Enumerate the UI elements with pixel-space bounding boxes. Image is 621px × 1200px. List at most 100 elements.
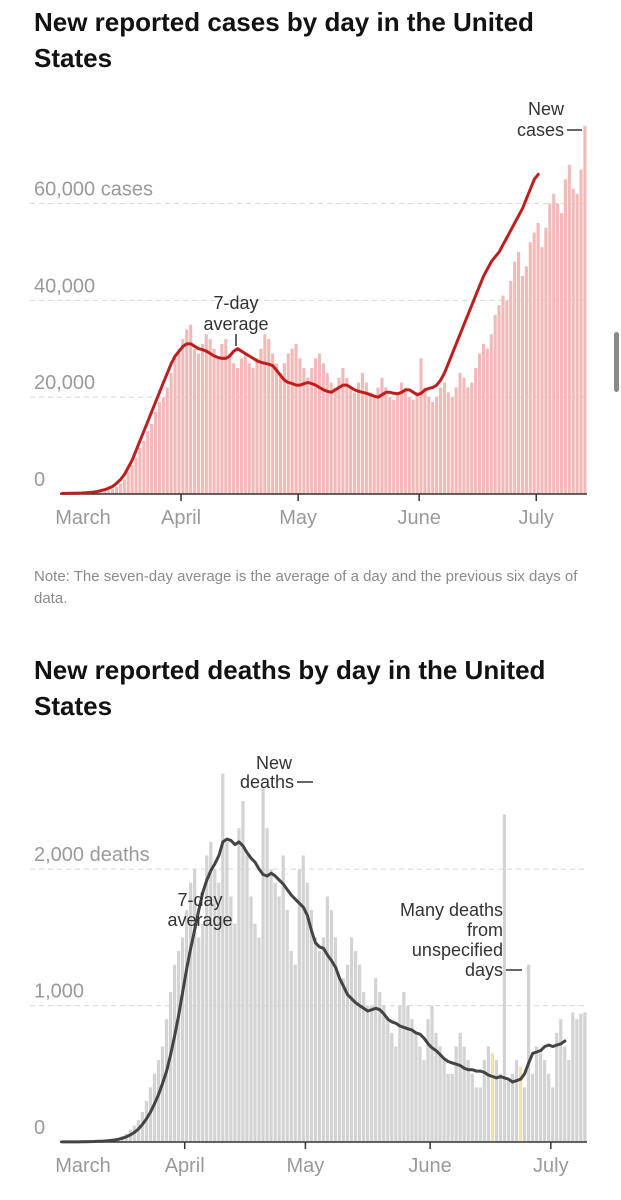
deaths-bar	[281, 855, 285, 1142]
cases-bar	[532, 232, 536, 495]
deaths-bar	[253, 923, 257, 1142]
deaths-bar	[189, 882, 193, 1142]
deaths-bar	[357, 964, 362, 1142]
deaths-bar	[374, 978, 378, 1142]
deaths-bar	[225, 841, 229, 1142]
deaths-bar	[563, 1046, 567, 1142]
deaths-bar	[514, 1060, 519, 1142]
deaths-bar	[249, 896, 253, 1142]
cases-bar	[103, 491, 107, 494]
deaths-bar	[293, 964, 297, 1142]
cases-bar	[278, 372, 283, 494]
deaths-bar	[301, 855, 305, 1142]
cases-bar	[345, 377, 349, 494]
cases-x-tick-label: April	[161, 507, 201, 529]
deaths-bar	[506, 1080, 511, 1142]
cases-bar	[267, 339, 271, 494]
deaths-bar	[567, 1060, 571, 1142]
deaths-bar	[193, 869, 197, 1142]
cases-bar	[185, 329, 189, 494]
deaths-bar	[337, 978, 342, 1142]
cases-bar	[462, 377, 466, 494]
cases-bar	[153, 411, 158, 494]
cases-bar	[513, 261, 517, 494]
deaths-new-label-line1: New	[256, 753, 293, 773]
cases-bar	[474, 368, 478, 494]
cases-bar	[415, 392, 419, 494]
deaths-bar	[305, 882, 309, 1142]
deaths-bar	[140, 1111, 144, 1142]
cases-bar	[247, 363, 251, 494]
cases-bar	[122, 479, 126, 494]
cases-bar	[150, 423, 154, 494]
deaths-bar	[209, 841, 213, 1142]
cases-bar	[224, 339, 228, 494]
cases-bar	[431, 402, 435, 494]
deaths-bar	[438, 1046, 442, 1142]
page-scrollbar[interactable]	[614, 332, 619, 392]
cases-bar	[126, 472, 130, 494]
cases-x-tick-label: June	[397, 507, 440, 529]
deaths-bar	[390, 1032, 394, 1142]
deaths-bar	[522, 1087, 527, 1142]
deaths-bar	[410, 1019, 414, 1142]
deaths-bar	[156, 1060, 161, 1142]
cases-bar	[220, 343, 224, 494]
deaths-bar	[257, 937, 261, 1142]
cases-avg-label-line1: 7-day	[213, 293, 258, 313]
cases-bar	[477, 353, 482, 494]
cases-bar	[372, 397, 376, 494]
deaths-bar	[317, 951, 321, 1142]
deaths-bar	[458, 1032, 462, 1142]
deaths-bar	[575, 1019, 579, 1142]
deaths-bar	[341, 978, 346, 1142]
deaths-bar	[309, 910, 313, 1142]
deaths-bar	[394, 1046, 398, 1142]
deaths-x-tick-label: June	[408, 1155, 451, 1177]
deaths-chart-title: New reported deaths by day in the United…	[34, 655, 546, 721]
deaths-bar	[462, 1046, 466, 1142]
cases-bar	[232, 363, 236, 494]
cases-bar	[571, 188, 575, 494]
deaths-bar	[245, 855, 249, 1142]
cases-bar	[114, 486, 119, 494]
cases-bar	[438, 387, 443, 494]
cases-bar	[134, 457, 138, 494]
deaths-bar	[434, 1032, 438, 1142]
cases-bar	[407, 397, 411, 494]
deaths-bar	[144, 1101, 149, 1142]
cases-bar	[435, 397, 439, 494]
cases-bar	[118, 483, 122, 494]
deaths-bar	[185, 910, 189, 1142]
cases-bar	[403, 387, 407, 494]
cases-bar	[314, 358, 318, 494]
deaths-bar	[321, 937, 326, 1142]
deaths-bar	[261, 787, 265, 1142]
cases-bar	[189, 324, 193, 494]
cases-bar	[271, 353, 275, 494]
cases-bar	[501, 295, 505, 494]
cases-bar	[466, 387, 470, 494]
cases-bar	[517, 251, 521, 494]
deaths-bar	[526, 964, 531, 1142]
deaths-bar	[168, 991, 173, 1142]
cases-bar	[310, 368, 314, 494]
deaths-x-tick-label: March	[55, 1155, 111, 1177]
deaths-bar	[241, 800, 245, 1142]
deaths-bar	[535, 1046, 539, 1142]
cases-bar	[138, 448, 142, 494]
deaths-bar	[583, 1012, 587, 1142]
deaths-bar	[273, 882, 277, 1142]
cases-bar	[446, 392, 450, 494]
cases-bar	[536, 222, 540, 494]
cases-x-tick-label: May	[279, 507, 317, 529]
cases-chart-title: New reported cases by day in the United …	[34, 7, 534, 73]
cases-bar	[396, 392, 400, 494]
cases-bar	[528, 242, 532, 494]
cases-bar	[559, 213, 564, 494]
deaths-bar	[442, 1060, 446, 1142]
cases-bar	[259, 348, 263, 494]
deaths-new-label-line2: deaths	[240, 772, 294, 792]
cases-bar	[216, 358, 220, 494]
cases-bar	[524, 266, 528, 494]
